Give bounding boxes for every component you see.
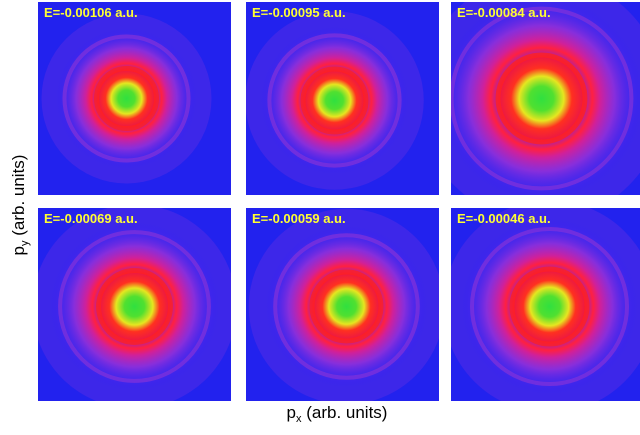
distribution bbox=[451, 2, 640, 195]
distribution bbox=[50, 222, 219, 391]
y-axis-label: py (arb. units) bbox=[9, 155, 31, 256]
panel: E=-0.00069 a.u. bbox=[38, 208, 231, 401]
panel-label: E=-0.00059 a.u. bbox=[252, 211, 346, 226]
panel-label: E=-0.00069 a.u. bbox=[44, 211, 138, 226]
panel-label: E=-0.00095 a.u. bbox=[252, 5, 346, 20]
panel: E=-0.00084 a.u. bbox=[451, 2, 640, 195]
distribution bbox=[462, 219, 637, 394]
x-axis-label: px (arb. units) bbox=[287, 403, 388, 425]
inner-ring bbox=[309, 269, 384, 344]
panel: E=-0.00059 a.u. bbox=[246, 208, 439, 401]
distribution bbox=[261, 27, 408, 174]
panel: E=-0.00046 a.u. bbox=[451, 208, 640, 401]
inner-ring bbox=[94, 66, 159, 131]
inner-ring bbox=[495, 52, 588, 145]
y-text: (arb. units) bbox=[9, 155, 28, 241]
panel-label: E=-0.00046 a.u. bbox=[457, 211, 551, 226]
y-symbol: p bbox=[9, 246, 28, 255]
panel-label: E=-0.00084 a.u. bbox=[457, 5, 551, 20]
inner-ring bbox=[96, 268, 173, 345]
distribution bbox=[56, 28, 197, 169]
panel: E=-0.00095 a.u. bbox=[246, 2, 439, 195]
x-text: (arb. units) bbox=[301, 403, 387, 422]
inner-ring bbox=[300, 66, 369, 135]
y-subscript: y bbox=[19, 240, 31, 246]
x-symbol: p bbox=[287, 403, 296, 422]
distribution bbox=[266, 226, 427, 387]
x-subscript: x bbox=[296, 413, 302, 425]
panel-label: E=-0.00106 a.u. bbox=[44, 5, 138, 20]
inner-ring bbox=[509, 266, 590, 347]
panel: E=-0.00106 a.u. bbox=[38, 2, 231, 195]
